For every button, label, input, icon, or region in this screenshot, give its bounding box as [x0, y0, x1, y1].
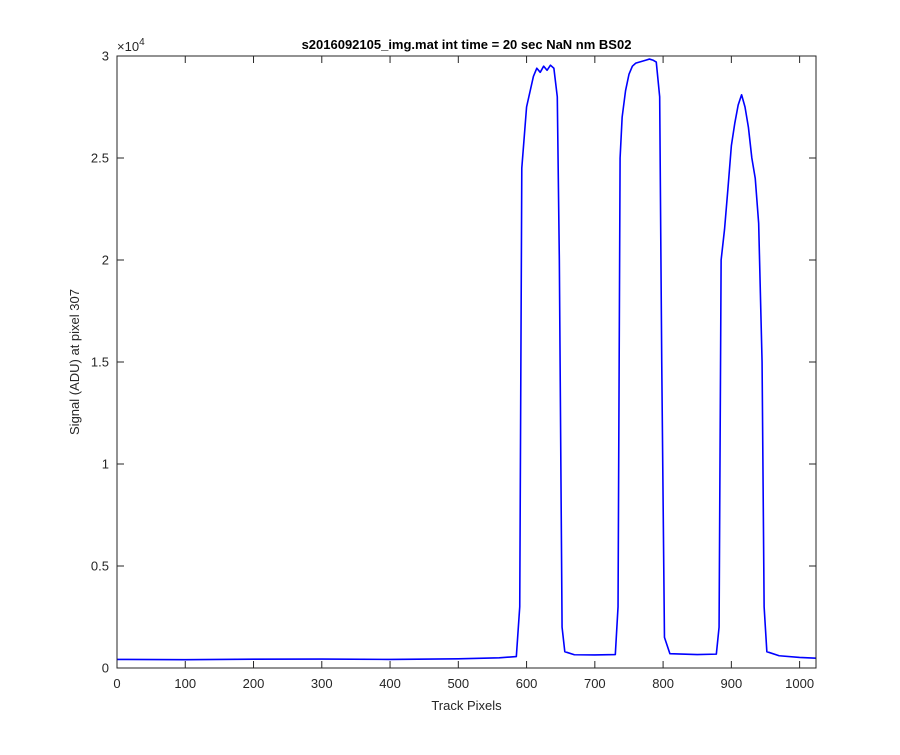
x-tick-label: 700 [584, 676, 606, 691]
x-tick-label: 400 [379, 676, 401, 691]
x-axis-label: Track Pixels [431, 698, 502, 713]
y-exponent-label: ×104 [117, 37, 145, 54]
x-tick-label: 600 [516, 676, 538, 691]
x-tick-label: 200 [243, 676, 265, 691]
x-tick-label: 1000 [785, 676, 814, 691]
x-tick-label: 0 [113, 676, 120, 691]
y-tick-label: 2.5 [91, 151, 109, 166]
x-tick-label: 900 [721, 676, 743, 691]
chart-title: s2016092105_img.mat int time = 20 sec Na… [302, 37, 632, 52]
y-axis-label: Signal (ADU) at pixel 307 [67, 289, 82, 435]
x-tick-label: 800 [652, 676, 674, 691]
y-tick-label: 0.5 [91, 559, 109, 574]
y-tick-label: 3 [102, 49, 109, 64]
y-tick-label: 2 [102, 253, 109, 268]
y-tick-label: 0 [102, 661, 109, 676]
plot-frame [116, 55, 817, 669]
y-tick-label: 1.5 [91, 355, 109, 370]
x-tick-label: 500 [447, 676, 469, 691]
x-tick-label: 100 [174, 676, 196, 691]
y-tick-label: 1 [102, 457, 109, 472]
x-tick-label: 300 [311, 676, 333, 691]
y-exponent-power: 4 [139, 37, 145, 48]
signal-series-line [116, 58, 817, 661]
y-exponent-base: ×10 [117, 39, 139, 54]
plot-background [117, 56, 816, 668]
